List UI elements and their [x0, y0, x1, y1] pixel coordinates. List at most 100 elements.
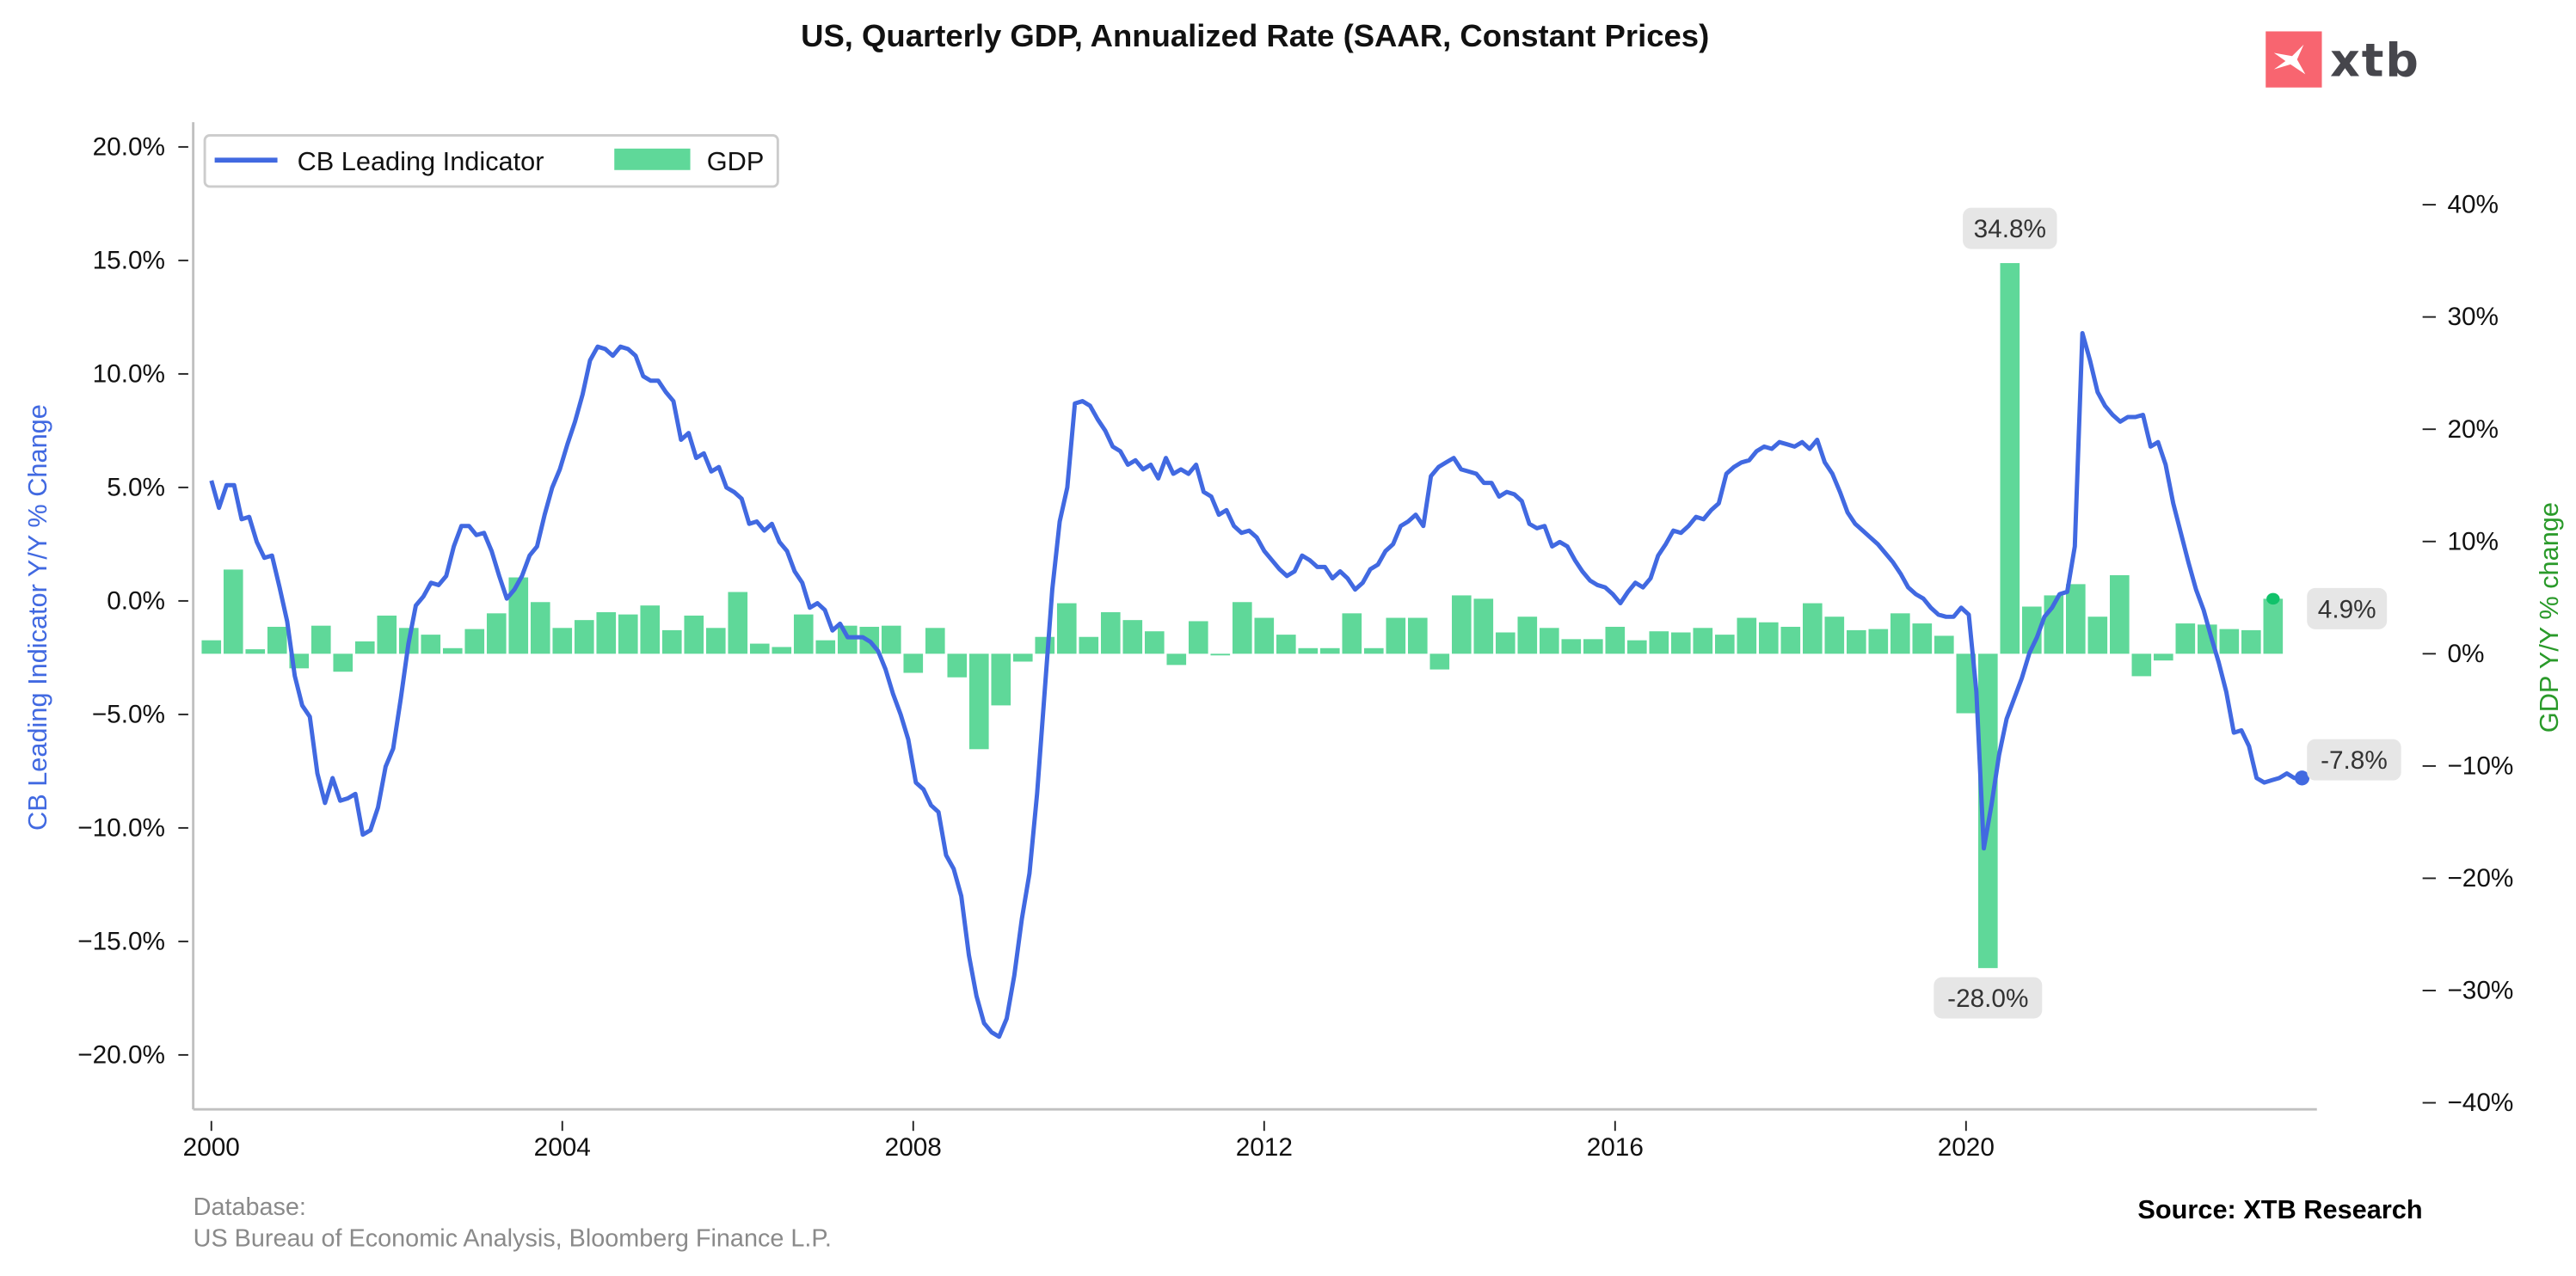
gdp-bar [1649, 631, 1669, 654]
legend-label-gdp: GDP [707, 146, 765, 176]
gdp-bar [2087, 617, 2108, 654]
xtb-logo-mark-icon [2266, 31, 2322, 88]
gdp-bar [1188, 621, 1208, 654]
y-right-tick-label: −30% [2447, 977, 2513, 1005]
gdp-bar [1539, 628, 1559, 654]
gdp-bar [1626, 640, 1647, 654]
gdp-bar [925, 628, 945, 654]
gdp-bar [596, 612, 617, 654]
gdp-bar [574, 620, 594, 654]
gdp-bar [1978, 653, 1998, 968]
gdp-bar [1012, 653, 1033, 662]
gdp-bar [903, 653, 924, 673]
gdp-bar [377, 615, 397, 654]
gdp-bar [1583, 639, 1603, 654]
gdp-bar [640, 605, 661, 654]
gdp-bar [1210, 653, 1231, 656]
gdp-bar [1386, 617, 1406, 654]
gdp-bar [2219, 629, 2240, 654]
gdp-bar [1517, 617, 1538, 654]
gdp-bar [1758, 622, 1779, 654]
y-left-tick-label: −10.0% [77, 813, 165, 842]
gdp-bar [1056, 603, 1077, 654]
annotation-cb-last: -7.8% [2321, 746, 2388, 775]
gdp-bar [1495, 632, 1515, 654]
y-right-tick-label: 10% [2447, 527, 2499, 555]
x-glyph-icon [2273, 44, 2306, 75]
gdp-bar [1407, 617, 1428, 654]
database-label: Database: [193, 1193, 306, 1222]
annotation-gdp-last: 4.9% [2318, 595, 2376, 623]
gdp-bar [223, 569, 243, 654]
gdp-bar [2241, 629, 2261, 654]
y-right-tick-label: 0% [2447, 640, 2484, 668]
gdp-bar [1079, 636, 1099, 654]
gdp-bar [486, 613, 507, 654]
annotation-gdp-max: 34.8% [1974, 215, 2046, 243]
annotations: 34.8% -28.0% 4.9% -7.8% [1934, 207, 2401, 1019]
gdp-bar [1319, 647, 1340, 654]
gdp-bar [1956, 653, 1977, 714]
xtb-logo: xtb [2266, 30, 2420, 89]
gdp-bar [245, 649, 266, 654]
annotation-gdp-last-box [2307, 587, 2388, 629]
gdp-bar [661, 629, 682, 654]
cb-leading-indicator-line-group [209, 330, 2310, 1040]
gdp-bar [442, 647, 463, 654]
gdp-bar [837, 625, 858, 654]
gdp-bar [267, 626, 287, 654]
legend: CB Leading Indicator GDP [203, 133, 779, 188]
gdp-bar [1035, 636, 1055, 654]
annotation-gdp-max-box [1963, 207, 2057, 249]
gdp-bar [1473, 598, 1494, 654]
gdp-bar [1670, 632, 1691, 654]
gdp-bar [705, 628, 726, 654]
gdp-bar [1166, 653, 1187, 666]
y-left-tick-label: −20.0% [77, 1040, 165, 1069]
gdp-bar [1298, 647, 1319, 654]
y-left-tick-label: 15.0% [93, 246, 165, 274]
gdp-bar [793, 614, 814, 654]
legend-bar-swatch-icon [614, 148, 691, 170]
gdp-bar [881, 625, 901, 654]
x-tick-label: 2020 [1938, 1133, 1995, 1162]
gdp-bar [2263, 598, 2284, 654]
gdp-bar [508, 577, 529, 654]
gdp-bar [333, 653, 354, 672]
legend-label-cb: CB Leading Indicator [298, 146, 544, 176]
y-left-tick-label: 5.0% [107, 473, 165, 501]
y-right-tick-label: −20% [2447, 864, 2513, 893]
y-right-tick-label: 20% [2447, 415, 2499, 444]
x-tick-label: 2008 [885, 1133, 942, 1162]
gdp-bar [1780, 626, 1801, 654]
y-left-tick-label: 10.0% [93, 359, 165, 388]
gdp-bar [1342, 613, 1362, 654]
gdp-bar [1605, 626, 1626, 654]
gdp-bar [968, 653, 989, 750]
y-right-tick-label: −10% [2447, 751, 2513, 780]
footer-source: Source: XTB Research [2137, 1197, 2423, 1225]
gdp-bar [1868, 629, 1889, 654]
y-right-tick-label: 40% [2447, 191, 2499, 219]
gdp-bar [1890, 613, 1910, 654]
gdp-bar [2131, 653, 2152, 677]
annotation-gdp-min: -28.0% [1947, 985, 2028, 1013]
gdp-bar [2154, 653, 2173, 661]
y-left-tick-label: 0.0% [107, 586, 165, 615]
y-axis-left-label: CB Leading Indicator Y/Y % Change [22, 404, 52, 831]
footer-database: Database: US Bureau of Economic Analysis… [194, 1192, 832, 1255]
gdp-bar [1144, 631, 1165, 654]
legend-frame [203, 133, 779, 188]
gdp-bar [772, 647, 792, 654]
x-tick-label: 2016 [1587, 1133, 1644, 1162]
gdp-bar [728, 592, 748, 654]
gdp-bar [1824, 617, 1845, 654]
cb-last-point-marker [2294, 770, 2310, 786]
gdp-bar [1912, 623, 1933, 654]
x-tick-label: 2000 [183, 1133, 240, 1162]
y-left-tick-label: −5.0% [92, 700, 165, 728]
gdp-bar [1802, 603, 1823, 654]
gdp-bar [815, 640, 836, 654]
gdp-bar [1451, 595, 1472, 654]
